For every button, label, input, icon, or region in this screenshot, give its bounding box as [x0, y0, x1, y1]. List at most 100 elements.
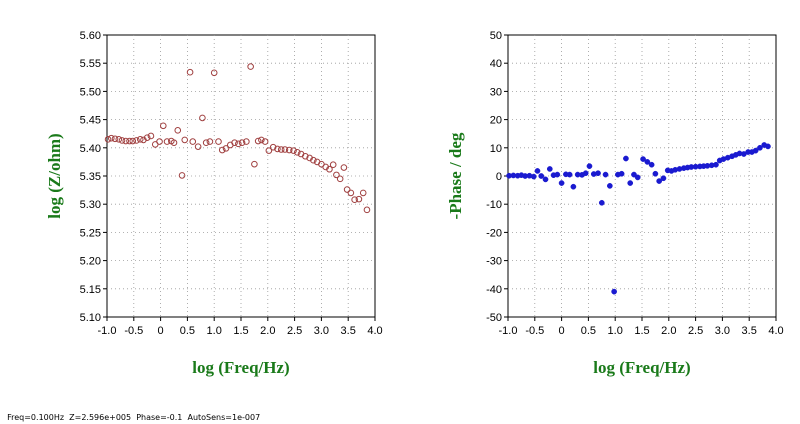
data-point — [648, 161, 655, 168]
y-tick-label: -40 — [486, 284, 502, 296]
data-point — [206, 138, 214, 145]
data-point — [558, 180, 565, 186]
y-tick-label: 40 — [490, 58, 502, 70]
x-tick-label: 2.5 — [287, 325, 302, 337]
y-tick-label: -50 — [486, 312, 502, 324]
x-tick-label: 4.0 — [768, 325, 783, 337]
data-point — [302, 152, 309, 160]
data-point — [542, 176, 549, 183]
x-tick-label: 3.0 — [314, 325, 329, 337]
y-tick-label: 5.35 — [80, 171, 101, 183]
y-tick-label: 0 — [496, 171, 502, 183]
data-point — [115, 136, 123, 143]
status-bar: Freq=0.100Hz Z=2.596e+005 Phase=-0.1 Aut… — [0, 400, 800, 422]
x-tick-label: -0.5 — [124, 325, 143, 337]
data-point — [713, 161, 719, 168]
data-point — [104, 136, 112, 143]
data-point — [178, 172, 186, 179]
data-point — [618, 170, 625, 177]
data-point — [611, 288, 617, 295]
data-point — [534, 168, 541, 174]
data-point — [194, 143, 202, 150]
data-point — [757, 144, 763, 151]
data-point — [326, 165, 333, 173]
y-tick-label: 5.45 — [80, 115, 101, 127]
x-tick-label: -1.0 — [98, 325, 117, 337]
data-point — [340, 164, 348, 171]
data-point — [265, 147, 273, 154]
data-point — [554, 171, 561, 178]
data-point — [752, 147, 759, 154]
x-tick-label: 4.0 — [367, 325, 382, 337]
x-tick-label: 1.0 — [608, 325, 623, 337]
data-point — [235, 140, 242, 148]
data-point — [634, 174, 641, 181]
data-point — [640, 156, 646, 162]
data-point — [586, 163, 593, 169]
x-tick-label: 3.5 — [742, 325, 757, 337]
data-point — [238, 139, 246, 147]
data-point — [602, 171, 609, 178]
data-point — [174, 127, 182, 134]
x-axis-label: log (Freq/Hz) — [593, 358, 690, 377]
data-point — [231, 139, 238, 147]
data-point — [274, 145, 281, 153]
x-tick-label: 2.5 — [688, 325, 703, 337]
data-point — [254, 137, 262, 145]
data-point — [623, 155, 629, 162]
data-point — [186, 68, 194, 76]
x-tick-label: 0.5 — [581, 325, 596, 337]
data-point — [285, 146, 293, 154]
data-point — [111, 135, 119, 143]
data-point — [118, 137, 126, 144]
data-point — [251, 160, 258, 168]
data-point — [269, 143, 277, 151]
data-point — [261, 138, 269, 145]
x-tick-label: 1.0 — [207, 325, 222, 337]
y-axis-label: -Phase / deg — [446, 132, 465, 219]
data-point — [222, 145, 230, 152]
data-point — [582, 170, 589, 177]
data-point — [652, 170, 659, 177]
y-tick-label: 30 — [490, 86, 502, 98]
x-axis-label: log (Freq/Hz) — [192, 358, 289, 377]
data-point — [218, 146, 226, 154]
impedance-chart: -1.0 -0.5 0 0.5 1.0 1.5 2.0 2.5 3.0 3.5 4.0 5.10 5.1… — [45, 30, 383, 377]
data-point — [530, 173, 537, 180]
x-tick-label: 0 — [559, 325, 565, 337]
y-tick-label: 5.55 — [80, 58, 101, 70]
data-point — [546, 166, 553, 172]
data-point — [329, 161, 337, 169]
data-point — [258, 136, 265, 144]
y-tick-label: 50 — [490, 30, 502, 42]
x-tick-label: -0.5 — [525, 325, 544, 337]
data-point — [627, 180, 634, 186]
x-tick-label: 3.0 — [715, 325, 730, 337]
x-tick-label: 2.0 — [661, 325, 676, 337]
data-point — [598, 199, 605, 206]
x-tick-label: 0 — [158, 325, 164, 337]
data-point — [570, 183, 577, 190]
data-point — [126, 137, 133, 145]
data-point — [199, 114, 206, 122]
data-point — [243, 138, 250, 145]
data-point — [215, 138, 222, 145]
x-tick-label: 2.0 — [260, 325, 275, 337]
data-point — [310, 156, 317, 164]
data-point — [129, 137, 137, 145]
y-tick-label: 5.10 — [80, 312, 101, 324]
charts-area: -1.0 -0.5 0 0.5 1.0 1.5 2.0 2.5 3.0 3.5 4.0 5.10 5.1… — [45, 30, 784, 377]
y-tick-label: -30 — [486, 256, 502, 268]
data-point — [765, 143, 771, 150]
data-point — [660, 175, 667, 182]
x-tick-label: 1.5 — [634, 325, 649, 337]
data-point — [644, 159, 651, 165]
y-tick-label: 5.30 — [80, 199, 101, 211]
data-point — [343, 186, 351, 193]
y-tick-label: -20 — [486, 227, 502, 239]
data-point — [355, 195, 363, 203]
data-point — [293, 149, 301, 156]
y-tick-label: -10 — [486, 199, 502, 211]
x-tick-label: 3.5 — [341, 325, 356, 337]
data-point — [170, 139, 178, 147]
